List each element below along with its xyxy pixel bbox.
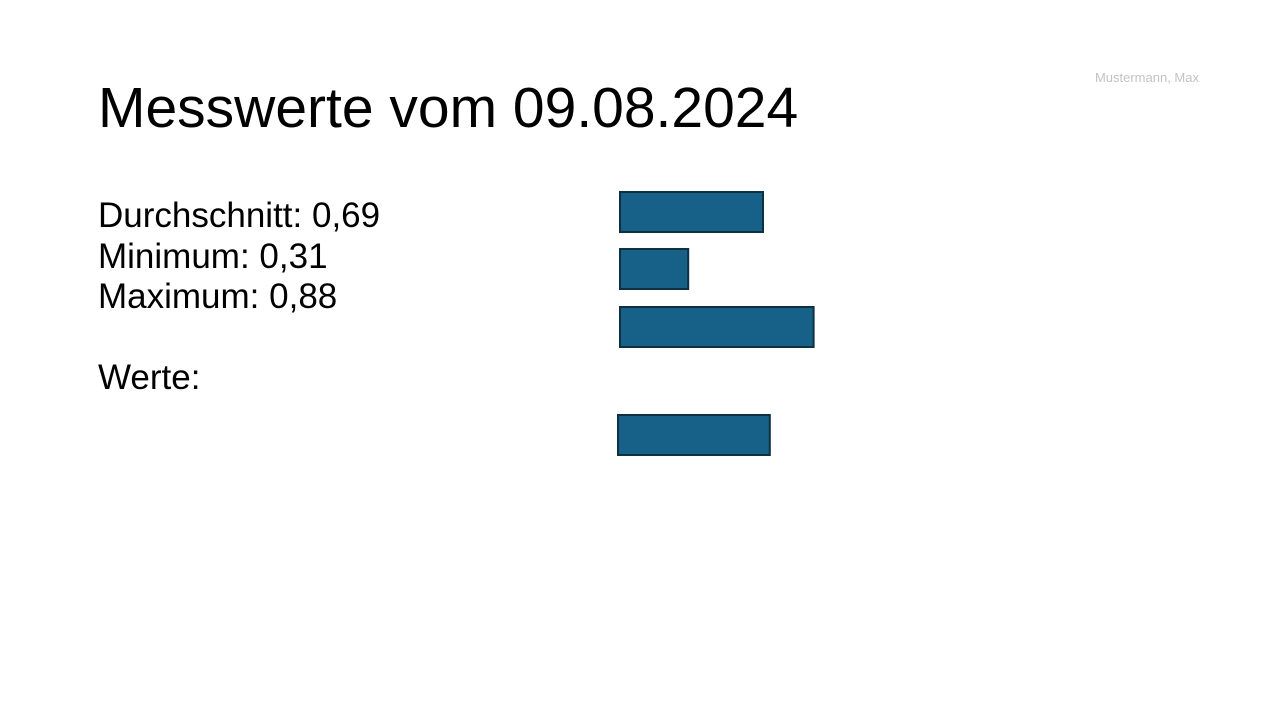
stat-minimum: Minimum: 0,31	[98, 237, 380, 278]
value-bar-2	[619, 248, 690, 290]
value-bar-3	[619, 306, 815, 348]
stat-maximum-value: 0,88	[269, 277, 338, 316]
stat-maximum: Maximum: 0,88	[98, 277, 380, 318]
value-bar-4	[617, 414, 771, 456]
page-title: Messwerte vom 09.08.2024	[98, 76, 799, 140]
author-name: Mustermann, Max	[1094, 70, 1199, 85]
stat-average-value: 0,69	[311, 196, 381, 235]
stat-average: Durchschnitt: 0,69	[98, 196, 380, 237]
values-label: Werte:	[98, 358, 201, 397]
value-bar-1	[619, 191, 764, 233]
stat-maximum-label: Maximum:	[98, 277, 260, 316]
stat-minimum-value: 0,31	[259, 236, 328, 276]
stats-block: Durchschnitt: 0,69 Minimum: 0,31 Maximum…	[98, 196, 380, 318]
stat-average-label: Durchschnitt:	[98, 196, 303, 235]
stat-minimum-label: Minimum:	[98, 236, 250, 276]
